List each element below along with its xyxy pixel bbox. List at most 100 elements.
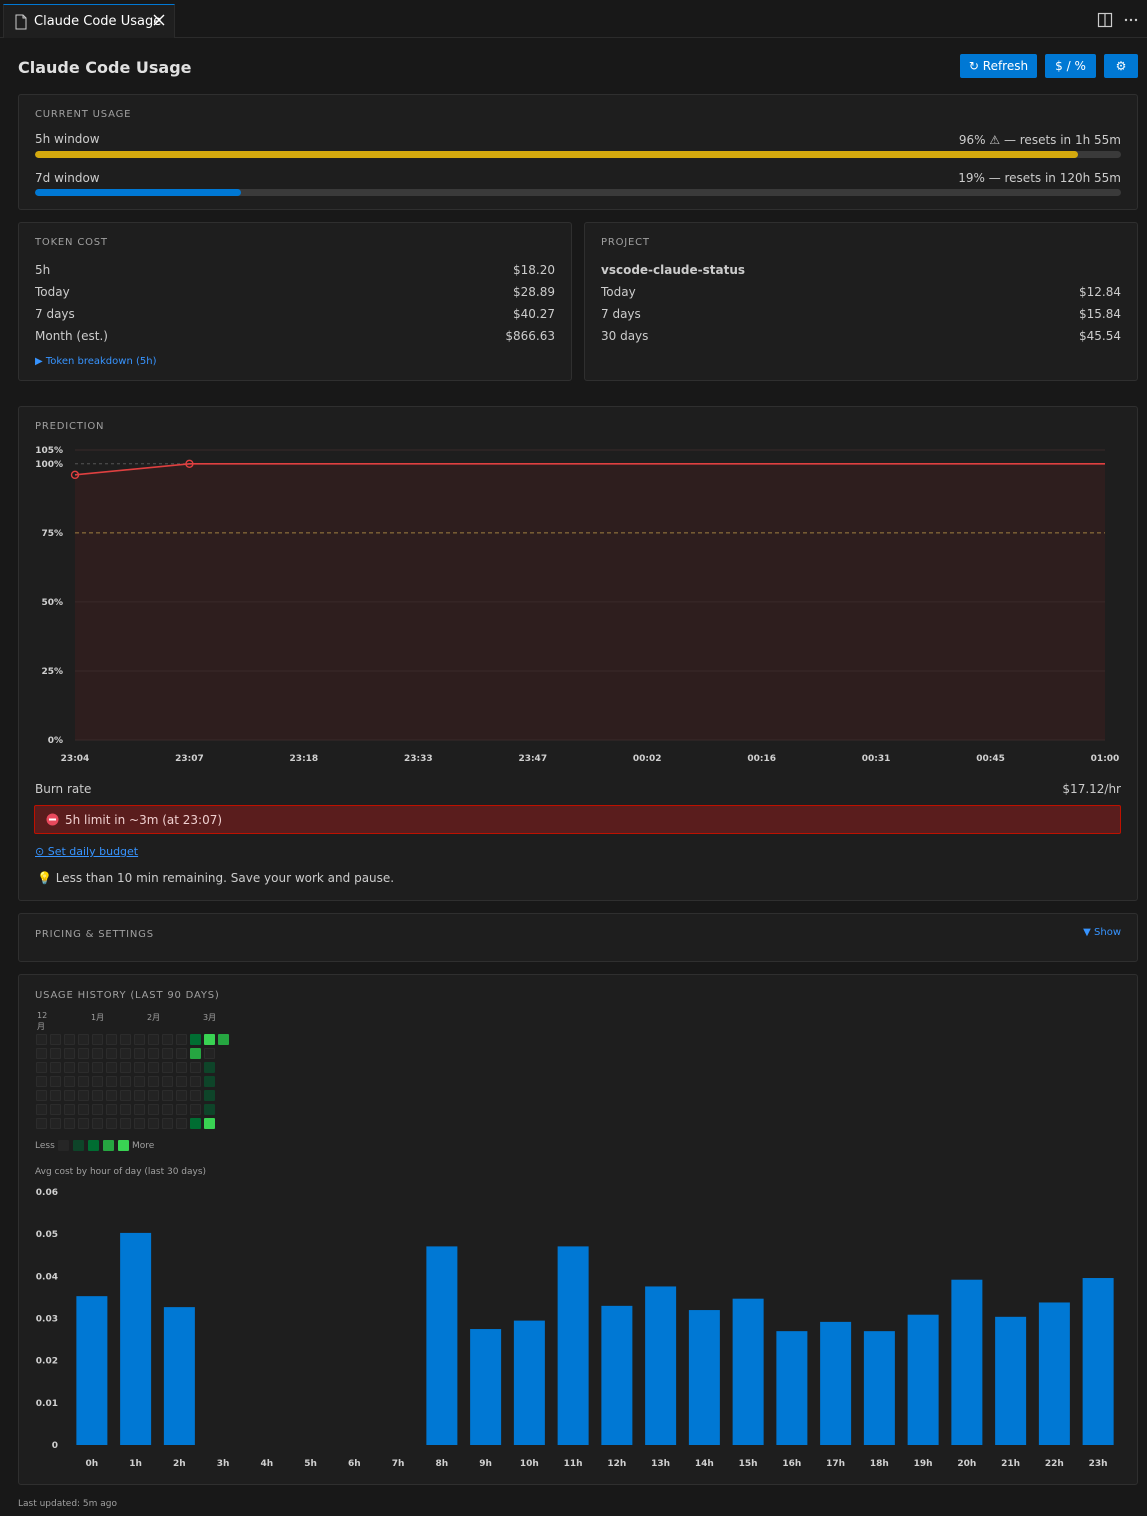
heatmap-cell xyxy=(162,1118,173,1129)
pricing-show-toggle[interactable]: ▼ Show xyxy=(1083,927,1121,938)
legend-level-4 xyxy=(118,1140,129,1151)
y-tick-label: 0.05 xyxy=(36,1230,58,1240)
legend-level-3 xyxy=(103,1140,114,1151)
heatmap-cell xyxy=(36,1062,47,1073)
heatmap-cell xyxy=(36,1076,47,1087)
window-7d-progress xyxy=(35,189,1121,196)
hour-bar xyxy=(601,1305,633,1445)
set-daily-budget-link[interactable]: ⊙ Set daily budget xyxy=(35,845,139,858)
heatmap-cell xyxy=(162,1090,173,1101)
project-row-label: 30 days xyxy=(601,329,649,343)
split-editor-icon[interactable] xyxy=(1097,12,1113,28)
heatmap-cell xyxy=(50,1034,61,1045)
x-tick-label: 00:45 xyxy=(976,754,1005,764)
x-tick-label: 23:18 xyxy=(290,754,319,764)
more-actions-icon[interactable] xyxy=(1123,12,1139,28)
window-5h-label: 5h window xyxy=(35,132,100,146)
heatmap-cell xyxy=(162,1062,173,1073)
legend-level-0 xyxy=(58,1140,69,1151)
y-tick-label: 25% xyxy=(41,667,63,677)
prediction-label: PREDICTION xyxy=(35,421,105,432)
x-tick-label: 01:00 xyxy=(1091,754,1120,764)
token-cost-row-value: $18.20 xyxy=(513,263,555,277)
x-tick-label: 1h xyxy=(129,1459,142,1469)
y-tick-label: 105% xyxy=(35,446,63,456)
x-tick-label: 23:04 xyxy=(61,754,90,764)
heatmap-cell xyxy=(78,1062,89,1073)
token-cost-row-label: Today xyxy=(35,285,70,299)
token-breakdown-link[interactable]: ▶ Token breakdown (5h) xyxy=(35,356,157,367)
currency-percent-toggle-button[interactable]: $ / % xyxy=(1045,54,1096,78)
heatmap-cell xyxy=(148,1090,159,1101)
project-row-value: $45.54 xyxy=(1079,329,1121,343)
heatmap-cell xyxy=(78,1104,89,1115)
heatmap-cell xyxy=(204,1062,215,1073)
project-name: vscode-claude-status xyxy=(601,263,746,277)
hour-bar xyxy=(688,1310,720,1445)
heatmap-cell xyxy=(106,1076,117,1087)
prediction-line xyxy=(74,463,1105,476)
heatmap-cell xyxy=(64,1048,75,1059)
heatmap-cell xyxy=(134,1104,145,1115)
window-5h-status: 96% ⚠ — resets in 1h 55m xyxy=(958,133,1121,147)
project-card: PROJECT vscode-claude-status Today $12.8… xyxy=(584,222,1138,381)
legend-level-1 xyxy=(73,1140,84,1151)
token-cost-row-value: $866.63 xyxy=(505,329,555,343)
x-tick-label: 20h xyxy=(957,1459,976,1469)
current-usage-card: CURRENT USAGE 5h window 96% ⚠ — resets i… xyxy=(18,94,1138,210)
x-tick-label: 19h xyxy=(914,1459,933,1469)
month-label: 3月 xyxy=(203,1013,217,1022)
settings-button[interactable]: ⚙ xyxy=(1104,54,1138,78)
x-tick-label: 9h xyxy=(479,1459,492,1469)
heatmap-cell xyxy=(176,1118,187,1129)
heatmap-cell xyxy=(148,1104,159,1115)
y-tick-label: 0.04 xyxy=(36,1272,58,1282)
heatmap-cell xyxy=(204,1048,215,1059)
heatmap-cell xyxy=(106,1104,117,1115)
heatmap-cell xyxy=(78,1076,89,1087)
y-tick-label: 0.06 xyxy=(36,1188,58,1198)
y-tick-label: 0.01 xyxy=(36,1399,58,1409)
project-row-value: $12.84 xyxy=(1079,285,1121,299)
hour-bar xyxy=(120,1232,152,1445)
refresh-button[interactable]: ↻ Refresh xyxy=(960,54,1037,78)
x-tick-label: 18h xyxy=(870,1459,889,1469)
heatmap-cell xyxy=(176,1062,187,1073)
hour-bar xyxy=(820,1321,852,1445)
prediction-chart: 0% 25% 50% 75% 100% 105% 23:04 23:07 23:18 23:33 2… xyxy=(35,446,1120,764)
heatmap-cell xyxy=(36,1118,47,1129)
burn-rate-value: $17.12/hr xyxy=(1062,782,1121,796)
heatmap-cell xyxy=(148,1062,159,1073)
heatmap-cell xyxy=(64,1062,75,1073)
heatmap-cell xyxy=(204,1076,215,1087)
heatmap-cell xyxy=(50,1118,61,1129)
heatmap-cell xyxy=(106,1090,117,1101)
hour-bar xyxy=(1082,1278,1114,1445)
x-tick-label: 4h xyxy=(261,1459,274,1469)
heatmap-cell xyxy=(134,1076,145,1087)
hour-bar xyxy=(732,1298,764,1445)
heatmap-cell xyxy=(204,1118,215,1129)
close-icon[interactable] xyxy=(152,13,166,27)
heatmap-cell xyxy=(64,1090,75,1101)
legend-level-2 xyxy=(88,1140,99,1151)
heatmap-cell xyxy=(162,1076,173,1087)
x-tick-label: 14h xyxy=(695,1459,714,1469)
hourly-cost-chart: 0 0.01 0.02 0.03 0.04 0.05 0.06 0h 1h 2h 3h 4h 5h 6h 7… xyxy=(36,1188,1114,1469)
window-5h-progress xyxy=(35,151,1121,158)
month-label: 2月 xyxy=(147,1013,161,1022)
hour-bar xyxy=(426,1246,458,1445)
x-tick-label: 7h xyxy=(392,1459,405,1469)
heatmap-cell xyxy=(50,1048,61,1059)
x-tick-label: 00:31 xyxy=(862,754,891,764)
tab-claude-code-usage[interactable]: Claude Code Usage xyxy=(3,4,175,38)
y-tick-label: 0.02 xyxy=(36,1357,58,1367)
heatmap-cell xyxy=(176,1076,187,1087)
heatmap-cell xyxy=(78,1048,89,1059)
project-row-label: Today xyxy=(601,285,636,299)
heatmap-cell xyxy=(134,1118,145,1129)
prediction-tip: 💡 Less than 10 min remaining. Save your … xyxy=(37,871,395,885)
data-point xyxy=(185,459,194,469)
x-tick-label: 21h xyxy=(1001,1459,1020,1469)
x-tick-label: 22h xyxy=(1045,1459,1064,1469)
